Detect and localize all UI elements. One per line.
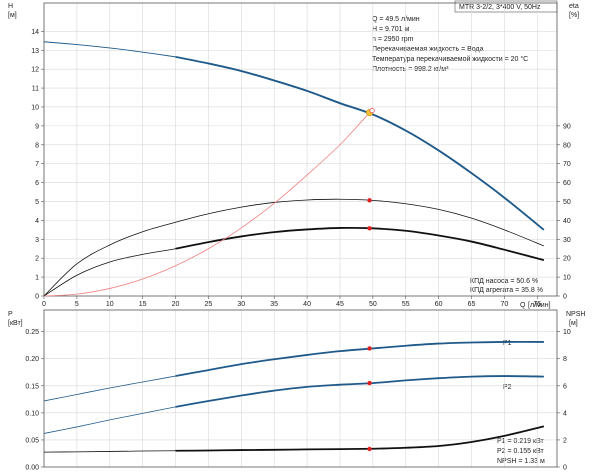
q-tick-label: 70 (500, 301, 508, 308)
unit-efficiency-label: КПД агрегата = 35.8 % (470, 287, 543, 294)
series-P1-line (175, 341, 544, 377)
q-tick-label: 5 (75, 301, 79, 308)
p1-value-label: P1 = 0.219 кВт (497, 438, 545, 445)
h-axis-title: H (8, 3, 13, 10)
q-tick-label: 15 (139, 301, 147, 308)
chart-title: MTR 3-2/2, 3*400 V, 50Hz (459, 4, 541, 11)
power-y2-tick-label: 8 (563, 356, 567, 363)
p1-curve-label: P1 (503, 340, 512, 347)
head-y2-tick-label: 50 (563, 199, 571, 206)
power-y2-tick-label: 0 (563, 465, 567, 472)
power-y-tick-label: 0.05 (25, 437, 39, 444)
duty-point-ring (369, 108, 375, 114)
q-tick-label: 10 (106, 301, 114, 308)
head-y2-tick-label: 10 (563, 275, 571, 282)
head-y-tick-label: 10 (31, 104, 39, 111)
eta-axis-title: eta (569, 3, 579, 10)
q-tick-label: 55 (402, 301, 410, 308)
head-y-tick-label: 0 (35, 294, 39, 301)
head-y-tick-label: 1 (35, 275, 39, 282)
info-line-q: Q = 49.5 л/мин (372, 16, 420, 23)
head-y-tick-label: 9 (35, 123, 39, 130)
q-tick-label: 60 (435, 301, 443, 308)
npsh-axis-title: NPSH (566, 311, 585, 318)
series-eta_unit-line (175, 226, 545, 261)
power-y2-tick-label: 2 (563, 437, 567, 444)
power-y-tick-label: 0.00 (25, 465, 39, 472)
q-tick-label: 65 (468, 301, 476, 308)
head-y-tick-label: 12 (31, 67, 39, 74)
q-tick-label: 20 (172, 301, 180, 308)
q-tick-label: 0 (42, 301, 46, 308)
head-y2-tick-label: 40 (563, 218, 571, 225)
p-axis-title: P (8, 311, 13, 318)
series-H-extension (43, 41, 176, 58)
operating-point (367, 198, 372, 203)
head-y-tick-label: 7 (35, 161, 39, 168)
power-y-tick-label: 0.20 (25, 356, 39, 363)
head-y-tick-label: 3 (35, 237, 39, 244)
series-H-line (175, 55, 545, 231)
power-y2-tick-label: 4 (563, 410, 567, 417)
p-axis-unit: [кВт] (8, 320, 23, 327)
head-y2-tick-label: 70 (563, 161, 571, 168)
h-axis-unit: [м] (8, 12, 17, 19)
power-y-tick-label: 0.10 (25, 410, 39, 417)
power-y-tick-label: 0.15 (25, 383, 39, 390)
head-y2-tick-label: 80 (563, 142, 571, 149)
info-line-density: Плотность = 998.2 кг/м³ (372, 66, 449, 73)
q-axis-unit-top: [л/мин] (528, 302, 551, 309)
series-system_curve-line (43, 112, 370, 297)
operating-point (367, 380, 372, 386)
series-NPSH-line (175, 425, 545, 452)
power-y2-tick-label: 10 (563, 329, 571, 336)
q-tick-label: 45 (336, 301, 344, 308)
head-y-tick-label: 2 (35, 256, 39, 263)
q-tick-label: 30 (237, 301, 245, 308)
eta-axis-unit: [%] (569, 12, 579, 19)
head-y-tick-label: 8 (35, 142, 39, 149)
head-y2-tick-label: 60 (563, 180, 571, 187)
operating-point (367, 226, 372, 231)
q-tick-label: 35 (270, 301, 278, 308)
power-y-tick-label: 0.25 (25, 329, 39, 336)
head-y2-tick-label: 20 (563, 256, 571, 263)
p2-value-label: P2 = 0.155 кВт (497, 448, 545, 455)
npsh-axis-unit: [м] (569, 320, 578, 327)
power-y2-tick-label: 6 (563, 383, 567, 390)
q-axis-title-top: Q (520, 302, 526, 309)
series-eta_pump-line (43, 198, 545, 297)
operating-point (367, 346, 372, 351)
head-y-tick-label: 11 (32, 86, 39, 93)
head-y-tick-label: 14 (31, 29, 39, 36)
info-line-h: H = 9.701 м (372, 26, 409, 33)
head-y2-tick-label: 0 (563, 294, 567, 301)
head-y-tick-label: 6 (35, 180, 39, 187)
operating-point (367, 446, 372, 452)
head-y-tick-label: 13 (31, 48, 39, 55)
power-plot-frame (43, 309, 558, 468)
info-line-temperature: Температура перекачиваемой жидкости = 20… (372, 55, 528, 63)
head-y2-tick-label: 30 (563, 237, 571, 244)
head-y2-tick-label: 90 (563, 123, 571, 130)
q-tick-label: 75 (533, 301, 541, 308)
info-line-n: n = 2950 rpm (372, 36, 414, 43)
series-P2-line (175, 375, 544, 408)
info-line-liquid: Перекачиваемая жидкость = Вода (372, 46, 484, 53)
p2-curve-label: P2 (503, 384, 512, 391)
chart-marks: 0123456789101112131401020304050607080900… (25, 2, 571, 472)
npsh-value-label: NPSH = 1.33 м (497, 458, 545, 465)
head-y-tick-label: 4 (35, 218, 39, 225)
q-tick-label: 25 (205, 301, 213, 308)
head-plot-frame (43, 2, 558, 297)
q-tick-label: 50 (369, 301, 377, 308)
q-tick-label: 40 (303, 301, 311, 308)
head-y-tick-label: 5 (35, 199, 39, 206)
